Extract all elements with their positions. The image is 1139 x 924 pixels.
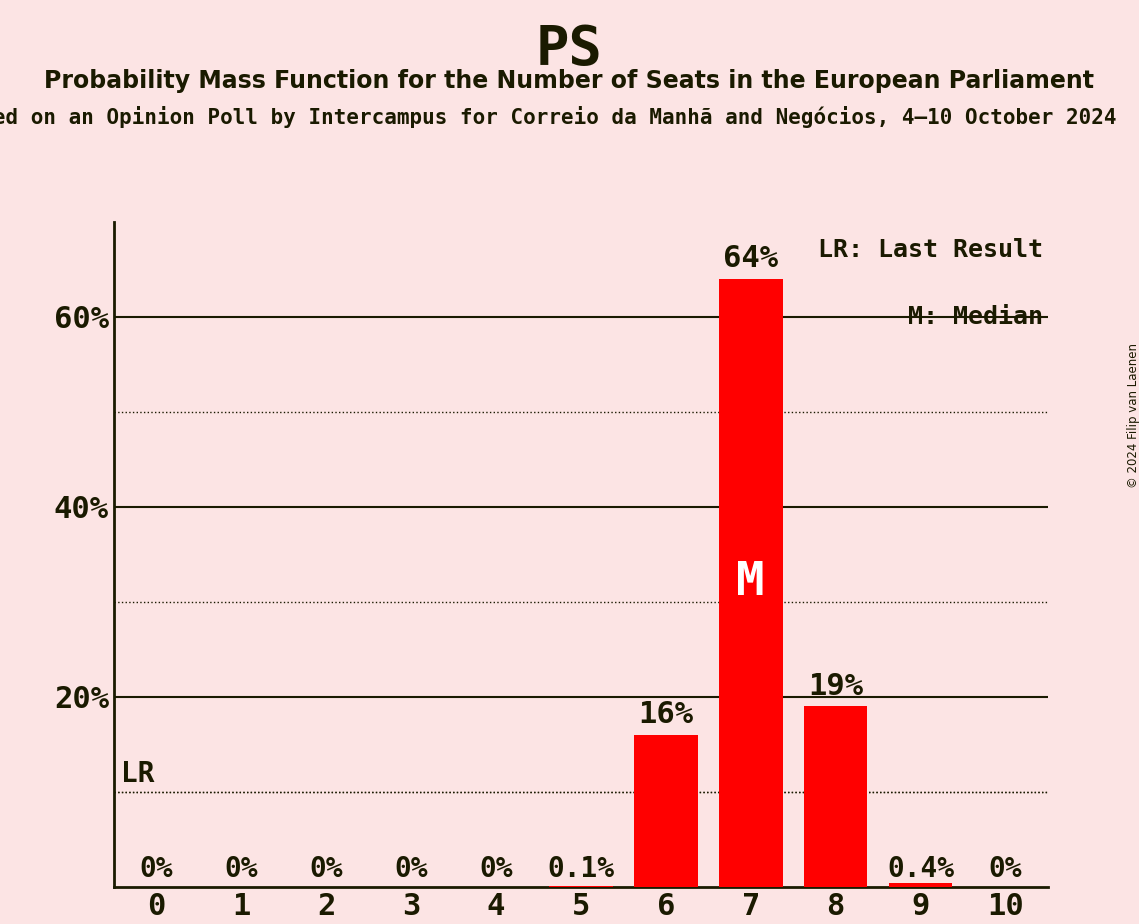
Text: Probability Mass Function for the Number of Seats in the European Parliament: Probability Mass Function for the Number… xyxy=(44,69,1095,93)
Text: PS: PS xyxy=(536,23,603,76)
Text: 16%: 16% xyxy=(638,700,694,729)
Text: 0%: 0% xyxy=(480,856,513,883)
Text: M: Median: M: Median xyxy=(908,305,1043,329)
Text: 64%: 64% xyxy=(723,244,778,274)
Text: LR: LR xyxy=(121,760,154,788)
Text: 19%: 19% xyxy=(808,672,863,700)
Bar xyxy=(804,707,868,887)
Text: 0%: 0% xyxy=(140,856,173,883)
Bar xyxy=(719,279,782,887)
Bar xyxy=(549,886,613,887)
Text: 0%: 0% xyxy=(394,856,428,883)
Text: 0.4%: 0.4% xyxy=(887,856,954,883)
Text: 0%: 0% xyxy=(224,856,259,883)
Text: 0.1%: 0.1% xyxy=(548,856,614,883)
Text: 0%: 0% xyxy=(310,856,343,883)
Text: 0%: 0% xyxy=(989,856,1022,883)
Text: LR: Last Result: LR: Last Result xyxy=(818,238,1043,262)
Text: © 2024 Filip van Laenen: © 2024 Filip van Laenen xyxy=(1126,344,1139,488)
Bar xyxy=(888,883,952,887)
Text: M: M xyxy=(737,561,765,605)
Text: Based on an Opinion Poll by Intercampus for Correio da Manhã and Negócios, 4–10 : Based on an Opinion Poll by Intercampus … xyxy=(0,106,1116,128)
Bar xyxy=(634,735,697,887)
